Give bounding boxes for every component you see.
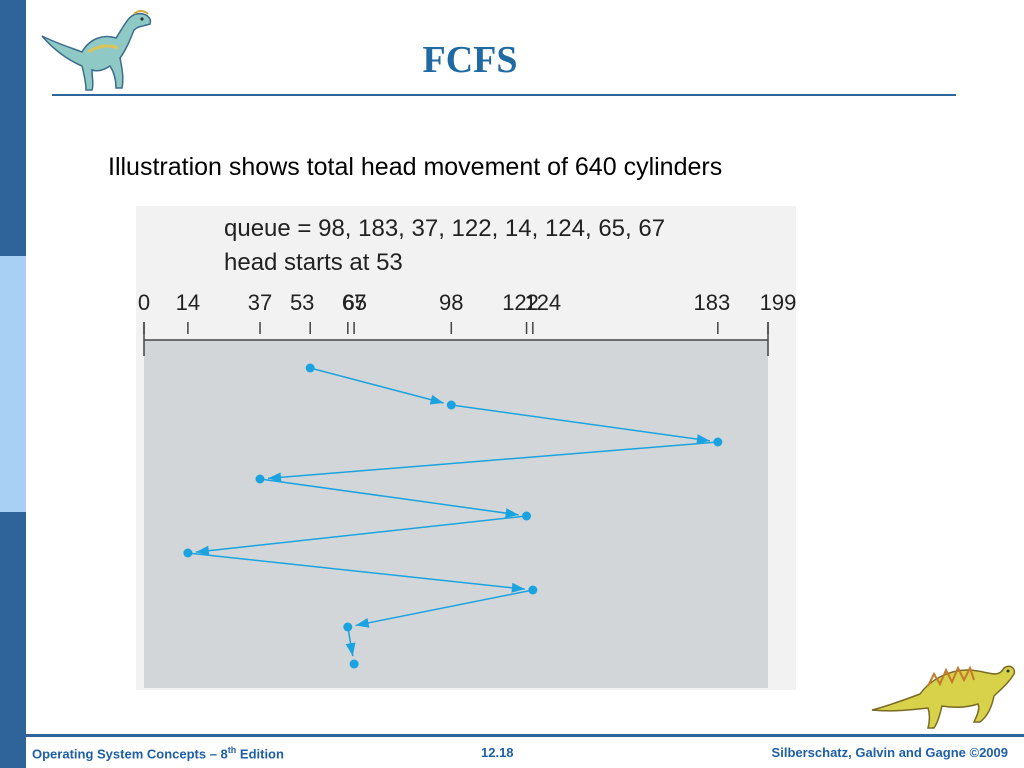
- slide-title: FCFS: [422, 39, 518, 81]
- footer-page-number: 12.18: [481, 745, 514, 760]
- request-point: [713, 437, 723, 447]
- movement-segment: [267, 441, 718, 480]
- request-point: [528, 585, 538, 595]
- axis-tick-label: 67: [342, 290, 366, 315]
- request-point: [349, 659, 359, 669]
- movement-segment: [259, 478, 519, 516]
- axis-tick-label: 98: [439, 290, 463, 315]
- request-point: [183, 548, 193, 558]
- axis-tick-label: 199: [760, 290, 796, 315]
- head-start-label: head starts at 53: [224, 249, 403, 276]
- movement-arrowhead: [345, 642, 356, 657]
- side-bar-highlight: [0, 256, 26, 512]
- request-point: [305, 363, 315, 373]
- movement-segment: [355, 589, 533, 627]
- axis-tick-label: 124: [524, 290, 561, 315]
- axis-tick-label: 183: [693, 290, 730, 315]
- footer-book-title: Operating System Concepts – 8th Edition: [32, 745, 284, 762]
- movement-arrowhead: [429, 394, 444, 405]
- footer-authors: Silberschatz, Galvin and Gagne ©2009: [771, 745, 1008, 760]
- fcfs-diagram: queue = 98, 183, 37, 122, 14, 124, 65, 6…: [136, 206, 796, 690]
- movement-arrowhead: [696, 434, 710, 445]
- movement-segment: [451, 404, 711, 442]
- movement-arrowhead: [195, 545, 210, 556]
- dinosaur-icon: [41, 10, 152, 91]
- request-point: [446, 400, 456, 410]
- axis-tick-label: 0: [138, 290, 150, 315]
- movement-arrowhead: [511, 582, 525, 593]
- side-bar: [0, 0, 26, 768]
- axis-tick-label: 65: [343, 290, 367, 315]
- axis-tick-label: 14: [176, 290, 200, 315]
- movement-segment: [310, 367, 444, 404]
- request-point: [255, 474, 265, 484]
- queue-label: queue = 98, 183, 37, 122, 14, 124, 65, 6…: [224, 215, 665, 242]
- movement-arrowhead: [267, 472, 282, 483]
- axis-tick-label: 122: [502, 290, 539, 315]
- footer-divider: [0, 734, 1024, 737]
- request-point: [343, 622, 353, 632]
- movement-segment: [187, 552, 525, 590]
- movement-panel: [144, 340, 768, 688]
- axis-tick-label: 53: [290, 290, 314, 315]
- movement-arrowhead: [355, 617, 370, 628]
- slide-subtitle: Illustration shows total head movement o…: [108, 153, 723, 181]
- title-divider: [52, 94, 956, 96]
- request-point: [522, 511, 532, 521]
- dinosaur-icon: [871, 665, 1016, 729]
- axis-tick-label: 37: [248, 290, 272, 315]
- movement-segment: [195, 515, 527, 553]
- movement-arrowhead: [505, 508, 519, 519]
